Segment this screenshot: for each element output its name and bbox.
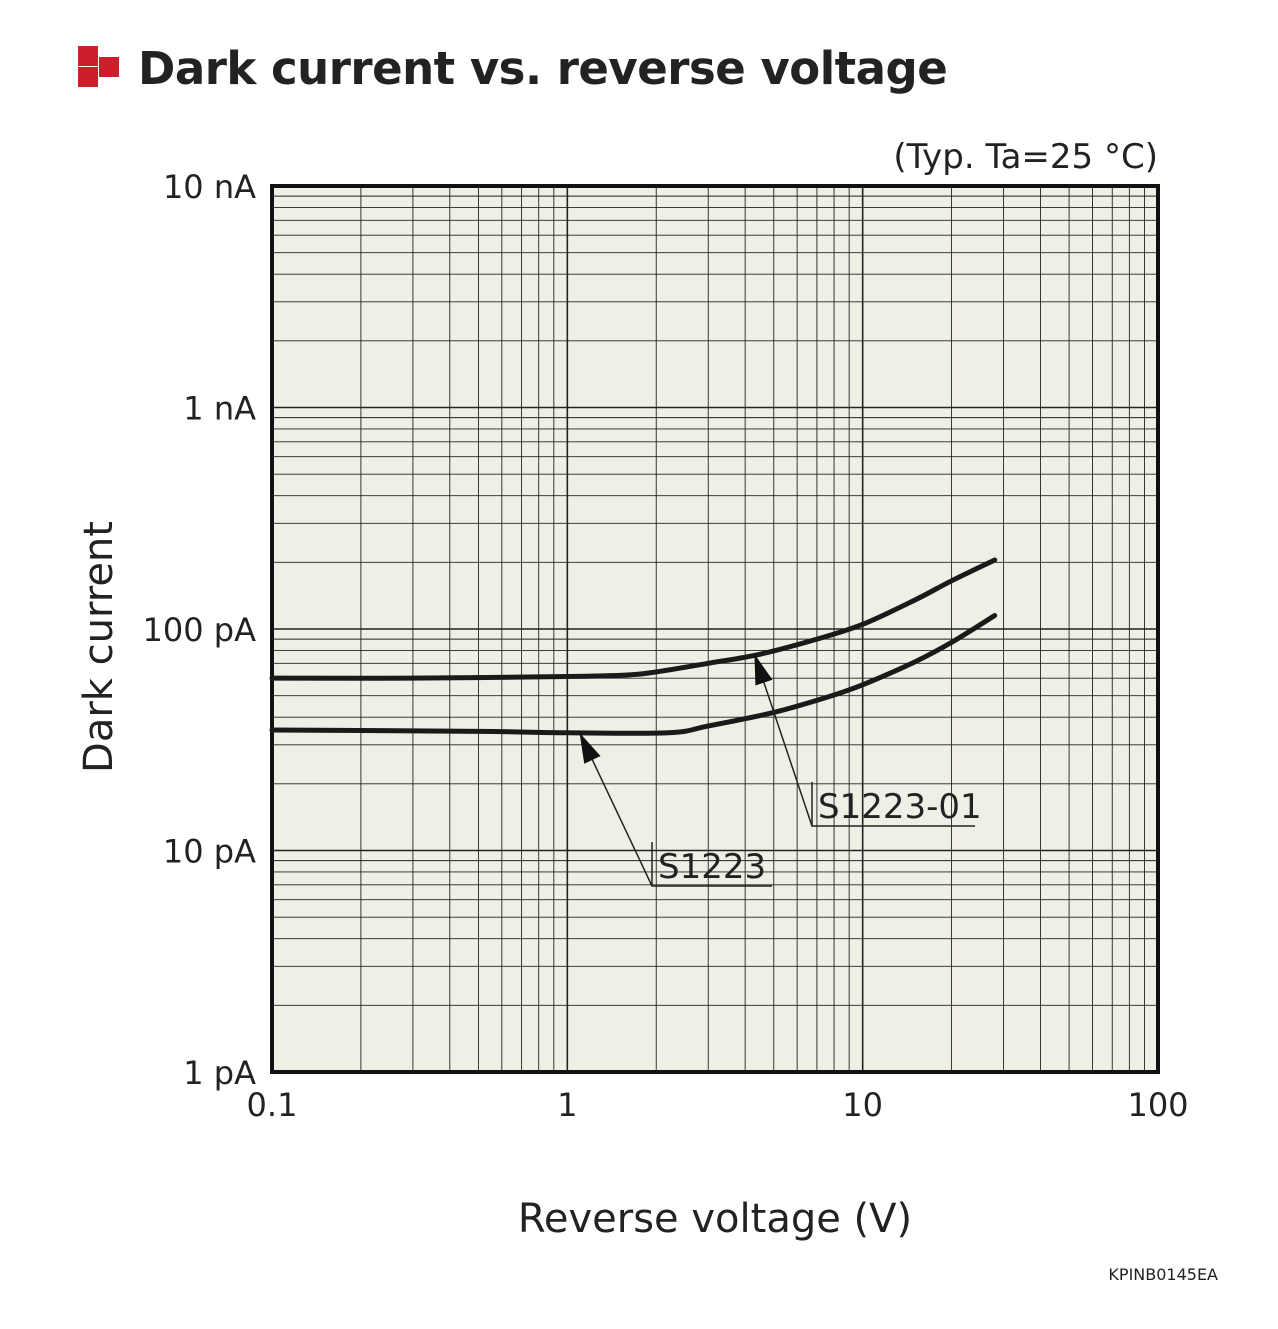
- series-line-s1223: [269, 613, 998, 736]
- annotation-arrowhead: [579, 732, 601, 764]
- y-tick-label: 1 pA: [183, 1054, 256, 1092]
- y-axis-label: Dark current: [76, 521, 122, 773]
- y-tick-label: 10 nA: [163, 168, 256, 206]
- x-tick-label: 100: [1127, 1086, 1188, 1124]
- x-axis-label: Reverse voltage (V): [518, 1196, 912, 1242]
- condition-note: (Typ. Ta=25 °C): [893, 137, 1158, 177]
- annotation-arrowhead: [754, 654, 773, 686]
- annotation-label-s1223-01: S1223-01: [818, 787, 982, 827]
- series-line-s1223-01: [269, 557, 998, 681]
- annotation-underline: [651, 842, 772, 887]
- x-tick-label: 0.1: [247, 1086, 298, 1124]
- x-tick-label: 10: [842, 1086, 883, 1124]
- document-code: KPINB0145EA: [1108, 1265, 1218, 1284]
- annotation-label-s1223: S1223: [658, 847, 766, 887]
- y-tick-label: 10 pA: [163, 833, 256, 871]
- red-square-bullet-icon: [78, 46, 119, 87]
- y-tick-label: 1 nA: [183, 390, 256, 428]
- page-title: Dark current vs. reverse voltage: [138, 42, 948, 95]
- annotation-leader-line: [753, 653, 813, 827]
- x-tick-label: 1: [557, 1086, 577, 1124]
- y-tick-label: 100 pA: [143, 611, 257, 649]
- plot-frame: [270, 184, 1160, 1074]
- annotation-underline: [811, 782, 975, 827]
